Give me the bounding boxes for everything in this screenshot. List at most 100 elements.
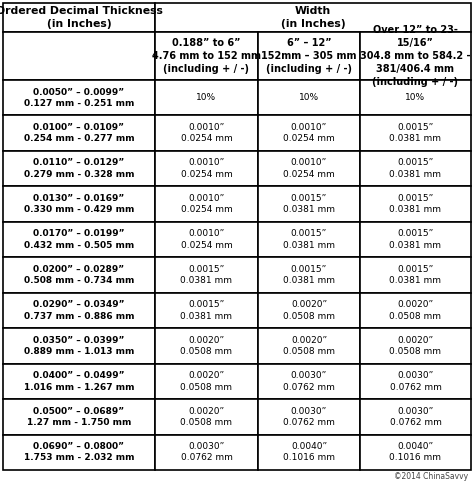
Bar (360, 80, 471, 116)
Text: 0.0020”
0.0508 mm: 0.0020” 0.0508 mm (181, 336, 233, 356)
Text: 0.0010”
0.0254 mm: 0.0010” 0.0254 mm (181, 158, 232, 179)
Text: 0.0040”
0.1016 mm: 0.0040” 0.1016 mm (390, 442, 441, 463)
Bar (360, 116, 471, 151)
Bar (360, 293, 471, 328)
Text: Over 12” to 23-
15/16”
304.8 mm to 584.2 -
381/406.4 mm
(including + / -): Over 12” to 23- 15/16” 304.8 mm to 584.2… (360, 25, 471, 87)
Text: Width
(in Inches): Width (in Inches) (281, 6, 346, 29)
Bar (258, 116, 360, 151)
Bar (258, 80, 360, 116)
Bar (360, 186, 471, 222)
Text: 6” – 12”
152mm – 305 mm
(including + / -): 6” – 12” 152mm – 305 mm (including + / -… (261, 38, 357, 74)
Bar (360, 257, 471, 293)
Bar (3, 80, 155, 116)
Text: 0.0010”
0.0254 mm: 0.0010” 0.0254 mm (181, 123, 232, 143)
Text: 0.0020”
0.0508 mm: 0.0020” 0.0508 mm (283, 336, 335, 356)
Bar (155, 257, 258, 293)
Text: 0.0010”
0.0254 mm: 0.0010” 0.0254 mm (283, 123, 335, 143)
Text: 0.0100” – 0.0109”
0.254 mm - 0.277 mm: 0.0100” – 0.0109” 0.254 mm - 0.277 mm (24, 123, 134, 143)
Text: 0.0010”
0.0254 mm: 0.0010” 0.0254 mm (181, 194, 232, 214)
Bar (3, 222, 155, 257)
Bar (3, 399, 155, 435)
Bar (155, 32, 258, 80)
Bar (360, 151, 471, 186)
Text: 0.0170” – 0.0199”
0.432 mm - 0.505 mm: 0.0170” – 0.0199” 0.432 mm - 0.505 mm (24, 229, 134, 250)
Text: 0.0015”
0.0381 mm: 0.0015” 0.0381 mm (181, 265, 233, 285)
Text: 0.0030”
0.0762 mm: 0.0030” 0.0762 mm (283, 407, 335, 427)
Bar (3, 363, 155, 399)
Bar (155, 186, 258, 222)
Text: 0.0015”
0.0381 mm: 0.0015” 0.0381 mm (390, 123, 441, 143)
Text: 0.0030”
0.0762 mm: 0.0030” 0.0762 mm (181, 442, 232, 463)
Bar (258, 32, 360, 80)
Text: ©2014 ChinaSavvy: ©2014 ChinaSavvy (394, 472, 468, 481)
Text: 0.0290” – 0.0349”
0.737 mm - 0.886 mm: 0.0290” – 0.0349” 0.737 mm - 0.886 mm (24, 300, 134, 321)
Text: 0.0400” – 0.0499”
1.016 mm - 1.267 mm: 0.0400” – 0.0499” 1.016 mm - 1.267 mm (24, 371, 134, 392)
Bar (258, 328, 360, 363)
Text: 0.0015”
0.0381 mm: 0.0015” 0.0381 mm (390, 265, 441, 285)
Bar (360, 222, 471, 257)
Bar (155, 328, 258, 363)
Bar (155, 399, 258, 435)
Bar (258, 399, 360, 435)
Text: 0.0020”
0.0508 mm: 0.0020” 0.0508 mm (390, 336, 441, 356)
Text: 0.0200” – 0.0289”
0.508 mm - 0.734 mm: 0.0200” – 0.0289” 0.508 mm - 0.734 mm (24, 265, 134, 285)
Bar (258, 293, 360, 328)
Text: 0.0015”
0.0381 mm: 0.0015” 0.0381 mm (283, 229, 335, 250)
Bar (155, 80, 258, 116)
Text: 0.0020”
0.0508 mm: 0.0020” 0.0508 mm (181, 407, 233, 427)
Bar (258, 257, 360, 293)
Text: 0.0050” – 0.0099”
0.127 mm - 0.251 mm: 0.0050” – 0.0099” 0.127 mm - 0.251 mm (24, 88, 134, 108)
Text: 0.0350” – 0.0399”
0.889 mm - 1.013 mm: 0.0350” – 0.0399” 0.889 mm - 1.013 mm (24, 336, 134, 356)
Bar (3, 32, 155, 80)
Bar (155, 293, 258, 328)
Bar (155, 3, 471, 32)
Text: 0.0030”
0.0762 mm: 0.0030” 0.0762 mm (390, 407, 441, 427)
Text: 0.0020”
0.0508 mm: 0.0020” 0.0508 mm (390, 300, 441, 321)
Text: 10%: 10% (405, 93, 426, 102)
Bar (155, 435, 258, 470)
Text: 10%: 10% (299, 93, 319, 102)
Text: 0.188” to 6”
4.76 mm to 152 mm
(including + / -): 0.188” to 6” 4.76 mm to 152 mm (includin… (152, 38, 261, 74)
Bar (3, 3, 155, 32)
Bar (360, 32, 471, 80)
Bar (360, 328, 471, 363)
Text: 0.0690” – 0.0800”
1.753 mm - 2.032 mm: 0.0690” – 0.0800” 1.753 mm - 2.032 mm (24, 442, 134, 463)
Text: 0.0030”
0.0762 mm: 0.0030” 0.0762 mm (283, 371, 335, 392)
Bar (258, 435, 360, 470)
Bar (360, 399, 471, 435)
Bar (155, 116, 258, 151)
Bar (155, 151, 258, 186)
Text: 0.0015”
0.0381 mm: 0.0015” 0.0381 mm (283, 265, 335, 285)
Bar (360, 435, 471, 470)
Text: 0.0020”
0.0508 mm: 0.0020” 0.0508 mm (283, 300, 335, 321)
Bar (258, 151, 360, 186)
Text: 0.0010”
0.0254 mm: 0.0010” 0.0254 mm (283, 158, 335, 179)
Text: 0.0010”
0.0254 mm: 0.0010” 0.0254 mm (181, 229, 232, 250)
Bar (155, 363, 258, 399)
Bar (3, 186, 155, 222)
Text: 0.0015”
0.0381 mm: 0.0015” 0.0381 mm (390, 229, 441, 250)
Bar (258, 222, 360, 257)
Bar (155, 222, 258, 257)
Text: 0.0015”
0.0381 mm: 0.0015” 0.0381 mm (390, 194, 441, 214)
Bar (258, 363, 360, 399)
Bar (3, 435, 155, 470)
Text: Ordered Decimal Thickness
(in Inches): Ordered Decimal Thickness (in Inches) (0, 6, 163, 29)
Text: 0.0110” – 0.0129”
0.279 mm - 0.328 mm: 0.0110” – 0.0129” 0.279 mm - 0.328 mm (24, 158, 134, 179)
Bar (258, 186, 360, 222)
Bar (3, 116, 155, 151)
Bar (3, 328, 155, 363)
Bar (3, 293, 155, 328)
Text: 0.0030”
0.0762 mm: 0.0030” 0.0762 mm (390, 371, 441, 392)
Bar (3, 151, 155, 186)
Text: 0.0130” – 0.0169”
0.330 mm - 0.429 mm: 0.0130” – 0.0169” 0.330 mm - 0.429 mm (24, 194, 134, 214)
Text: 0.0500” – 0.0689”
1.27 mm - 1.750 mm: 0.0500” – 0.0689” 1.27 mm - 1.750 mm (27, 407, 131, 427)
Text: 0.0015”
0.0381 mm: 0.0015” 0.0381 mm (181, 300, 233, 321)
Text: 0.0015”
0.0381 mm: 0.0015” 0.0381 mm (283, 194, 335, 214)
Text: 0.0020”
0.0508 mm: 0.0020” 0.0508 mm (181, 371, 233, 392)
Bar (3, 257, 155, 293)
Bar (360, 363, 471, 399)
Text: 0.0040”
0.1016 mm: 0.0040” 0.1016 mm (283, 442, 335, 463)
Text: 10%: 10% (196, 93, 217, 102)
Text: 0.0015”
0.0381 mm: 0.0015” 0.0381 mm (390, 158, 441, 179)
